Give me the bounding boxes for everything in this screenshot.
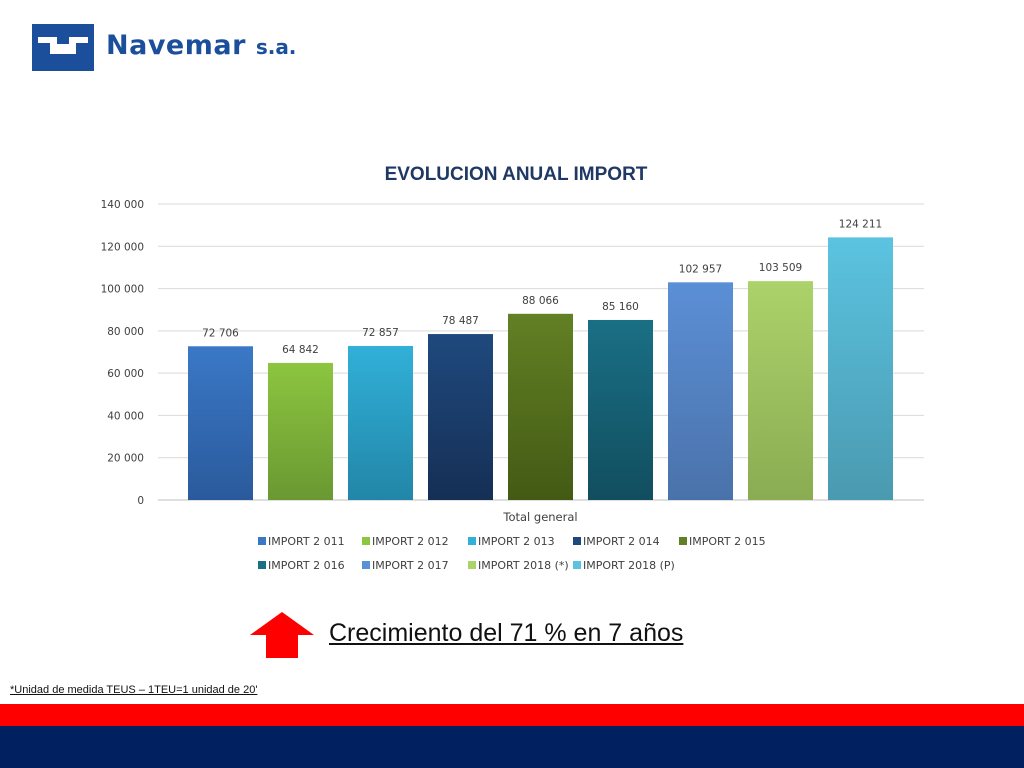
data-label-6: 85 160 bbox=[602, 301, 639, 313]
logo-emblem-icon bbox=[38, 37, 88, 54]
data-label-5: 88 066 bbox=[522, 295, 559, 307]
legend-entry: IMPORT 2018 (P) bbox=[583, 559, 675, 572]
legend-swatch bbox=[468, 537, 476, 545]
y-axis-ticks: 0 20 000 40 000 60 000 80 000 100 000 120 000 1… bbox=[101, 199, 144, 507]
y-tick-label: 0 bbox=[137, 495, 144, 507]
legend-entry: IMPORT 2 012 bbox=[372, 535, 449, 548]
legend-entry: IMPORT 2 014 bbox=[583, 535, 660, 548]
data-label-9: 124 211 bbox=[839, 218, 882, 230]
y-tick-label: 40 000 bbox=[107, 410, 144, 422]
x-category-label: Total general bbox=[502, 510, 577, 524]
bar-2 bbox=[268, 362, 333, 500]
bar-4 bbox=[428, 334, 493, 500]
legend-swatch bbox=[679, 537, 687, 545]
chart-title: EVOLUCION ANUAL IMPORT bbox=[385, 164, 648, 185]
legend-entry: IMPORT 2 011 bbox=[268, 535, 345, 548]
bar-3 bbox=[348, 345, 413, 500]
legend: IMPORT 2 011 IMPORT 2 012 IMPORT 2 013 IMPO… bbox=[258, 535, 766, 572]
data-label-4: 78 487 bbox=[442, 315, 479, 327]
brand-suffix: s.a. bbox=[255, 35, 297, 59]
import-evolution-chart: EVOLUCION ANUAL IMPORT 0 20 000 40 000 60 0… bbox=[101, 164, 924, 572]
brand-wordmark: Navemar s.a. bbox=[106, 30, 296, 61]
legend-entry: IMPORT 2 016 bbox=[268, 559, 345, 572]
legend-entry: IMPORT 2018 (*) bbox=[478, 559, 569, 572]
navemar-logo: Navemar s.a. bbox=[32, 24, 296, 72]
y-tick-label: 140 000 bbox=[101, 199, 144, 211]
up-arrow-icon bbox=[250, 612, 314, 658]
legend-swatch bbox=[468, 561, 476, 569]
logo-emblem bbox=[32, 24, 94, 71]
bar-6 bbox=[588, 319, 653, 500]
unit-footnote: *Unidad de medida TEUS – 1TEU=1 unidad d… bbox=[10, 684, 258, 696]
y-tick-label: 20 000 bbox=[107, 453, 144, 465]
bar-7 bbox=[668, 282, 733, 500]
x-axis-categories: Total general bbox=[502, 510, 577, 524]
growth-caption: Crecimiento del 71 % en 7 años bbox=[329, 619, 684, 647]
footer-navy-band bbox=[0, 726, 1024, 768]
data-labels: 72 706 64 842 72 857 78 487 88 066 85 160 102 … bbox=[202, 218, 882, 356]
data-label-1: 72 706 bbox=[202, 327, 239, 339]
y-tick-label: 100 000 bbox=[101, 284, 144, 296]
bars bbox=[188, 237, 893, 500]
legend-entry: IMPORT 2 015 bbox=[689, 535, 766, 548]
y-tick-label: 120 000 bbox=[101, 241, 144, 253]
legend-swatch bbox=[573, 561, 581, 569]
data-label-8: 103 509 bbox=[759, 262, 802, 274]
bar-9 bbox=[828, 237, 893, 500]
data-label-2: 64 842 bbox=[282, 344, 319, 356]
legend-entry: IMPORT 2 013 bbox=[478, 535, 555, 548]
bar-5 bbox=[508, 313, 573, 500]
legend-entry: IMPORT 2 017 bbox=[372, 559, 449, 572]
y-tick-label: 60 000 bbox=[107, 368, 144, 380]
bar-8 bbox=[748, 281, 813, 500]
footer-red-band bbox=[0, 704, 1024, 726]
legend-swatch bbox=[258, 561, 266, 569]
legend-swatch bbox=[258, 537, 266, 545]
legend-swatch bbox=[573, 537, 581, 545]
brand-name: Navemar bbox=[106, 30, 246, 61]
data-label-7: 102 957 bbox=[679, 263, 722, 275]
y-tick-label: 80 000 bbox=[107, 326, 144, 338]
legend-swatch bbox=[362, 537, 370, 545]
legend-swatch bbox=[362, 561, 370, 569]
data-label-3: 72 857 bbox=[362, 327, 399, 339]
bar-1 bbox=[188, 346, 253, 500]
